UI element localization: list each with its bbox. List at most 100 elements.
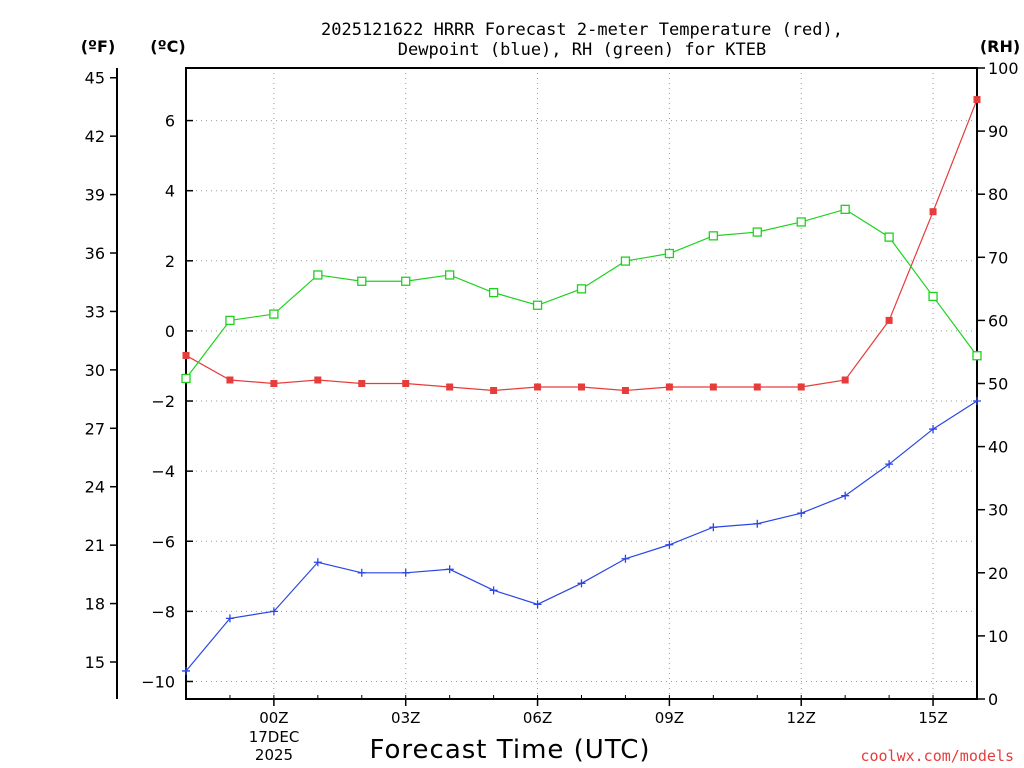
fahrenheit-tick-label: 21 xyxy=(85,536,105,555)
data-point-2-meter-temperature xyxy=(226,376,234,384)
fahrenheit-axis: 45 42 39 36 33 30 27 24 21 18 15 xyxy=(85,69,117,672)
series-layer xyxy=(181,96,982,675)
data-point-2-meter-temperature xyxy=(490,387,498,395)
celsius-tick-label: −8 xyxy=(151,602,175,621)
date-label-day: 17DEC xyxy=(249,728,300,746)
fahrenheit-tick-label: 27 xyxy=(85,419,105,438)
series-dewpoint xyxy=(182,397,981,675)
data-point-rh xyxy=(664,248,675,259)
celsius-tick-label: −4 xyxy=(151,462,175,481)
x-tick-label: 15Z xyxy=(918,709,947,727)
celsius-tick-label: 4 xyxy=(165,182,175,201)
series-line-dewpoint xyxy=(185,400,978,672)
data-point-2-meter-temperature xyxy=(665,383,673,391)
data-point-rh xyxy=(445,270,455,280)
data-point-2-meter-temperature xyxy=(709,383,717,391)
data-point-rh xyxy=(269,309,279,319)
data-point-rh xyxy=(708,231,718,241)
chart-title-line-2: Dewpoint (blue), RH (green) for KTEB xyxy=(398,40,766,60)
fahrenheit-tick-label: 42 xyxy=(85,127,105,146)
rh-tick-label: 20 xyxy=(988,564,1008,583)
data-point-dewpoint xyxy=(665,540,674,549)
celsius-tick-label: −6 xyxy=(151,532,175,551)
data-point-dewpoint xyxy=(533,600,542,609)
x-tick-label: 03Z xyxy=(391,709,420,727)
fahrenheit-tick-label: 15 xyxy=(85,653,105,672)
data-point-2-meter-temperature xyxy=(841,376,849,384)
series-2-meter-temperature xyxy=(182,96,981,395)
rh-tick-label: 50 xyxy=(988,375,1008,394)
data-point-2-meter-temperature xyxy=(885,316,893,324)
rh-tick-label: 100 xyxy=(988,59,1019,78)
x-tick-label: 12Z xyxy=(787,709,816,727)
data-point-rh xyxy=(620,256,631,266)
data-point-dewpoint xyxy=(489,586,498,595)
data-point-rh xyxy=(401,276,411,286)
data-point-2-meter-temperature xyxy=(270,380,278,387)
data-point-2-meter-temperature xyxy=(446,383,454,391)
rh-tick-label: 40 xyxy=(988,438,1008,457)
rh-tick-label: 90 xyxy=(988,122,1008,141)
fahrenheit-unit-label: (ºF) xyxy=(81,37,116,56)
data-point-dewpoint xyxy=(841,491,850,500)
data-point-2-meter-temperature xyxy=(621,387,629,395)
data-point-rh xyxy=(532,300,543,310)
data-point-rh xyxy=(313,270,323,280)
rh-unit-label: (RH) xyxy=(980,37,1020,56)
fahrenheit-tick-label: 45 xyxy=(85,69,105,88)
x-tick-label: 00Z xyxy=(259,709,288,727)
x-tick-label: 09Z xyxy=(655,709,684,727)
axes xyxy=(116,67,978,700)
celsius-tick-label: −10 xyxy=(141,672,175,691)
rh-tick-label: 80 xyxy=(988,185,1008,204)
celsius-tick-label: −2 xyxy=(151,392,175,411)
data-point-rh xyxy=(488,287,499,298)
data-point-2-meter-temperature xyxy=(973,96,981,104)
fahrenheit-tick-label: 30 xyxy=(85,361,105,380)
data-point-dewpoint xyxy=(445,565,454,574)
fahrenheit-tick-label: 24 xyxy=(85,478,105,497)
data-point-dewpoint xyxy=(973,397,981,406)
rh-tick-label: 70 xyxy=(988,248,1008,267)
series-line-rh xyxy=(185,208,978,379)
fahrenheit-tick-label: 18 xyxy=(85,595,105,614)
fahrenheit-tick-label: 36 xyxy=(85,244,105,263)
data-point-dewpoint xyxy=(621,554,630,563)
celsius-axis: 6 4 2 0 −2 −4 −6 −8 −10 xyxy=(141,112,193,691)
data-point-rh xyxy=(181,373,191,384)
data-point-rh xyxy=(972,351,982,361)
celsius-tick-label: 2 xyxy=(165,252,175,271)
rh-tick-label: 0 xyxy=(988,690,998,709)
data-point-2-meter-temperature xyxy=(578,383,585,391)
data-point-rh xyxy=(225,315,235,326)
data-point-dewpoint xyxy=(269,607,278,616)
data-point-dewpoint xyxy=(225,614,234,623)
data-point-rh xyxy=(576,284,587,294)
x-axis-title: Forecast Time (UTC) xyxy=(369,735,650,765)
plot-frame xyxy=(185,67,978,700)
gridlines xyxy=(186,68,977,699)
data-point-2-meter-temperature xyxy=(182,351,190,359)
rh-tick-label: 30 xyxy=(988,501,1008,520)
data-point-rh xyxy=(884,232,894,242)
x-tick-label: 06Z xyxy=(523,709,552,727)
celsius-unit-label: (ºC) xyxy=(150,37,185,56)
data-point-dewpoint xyxy=(313,558,322,567)
data-point-dewpoint xyxy=(182,666,190,675)
data-point-2-meter-temperature xyxy=(358,380,366,387)
data-point-rh xyxy=(796,217,806,227)
celsius-tick-label: 6 xyxy=(165,112,175,131)
data-point-2-meter-temperature xyxy=(314,376,322,384)
data-point-rh xyxy=(840,204,850,214)
series-rh xyxy=(181,204,982,384)
watermark: coolwx.com/models xyxy=(860,747,1014,765)
data-point-rh xyxy=(752,227,762,237)
data-point-dewpoint xyxy=(885,460,894,469)
chart-title-line-1: 2025121622 HRRR Forecast 2-meter Tempera… xyxy=(321,20,843,40)
data-point-dewpoint xyxy=(577,579,586,588)
data-point-2-meter-temperature xyxy=(797,383,805,391)
fahrenheit-tick-label: 33 xyxy=(85,302,105,321)
data-point-rh xyxy=(357,276,367,286)
